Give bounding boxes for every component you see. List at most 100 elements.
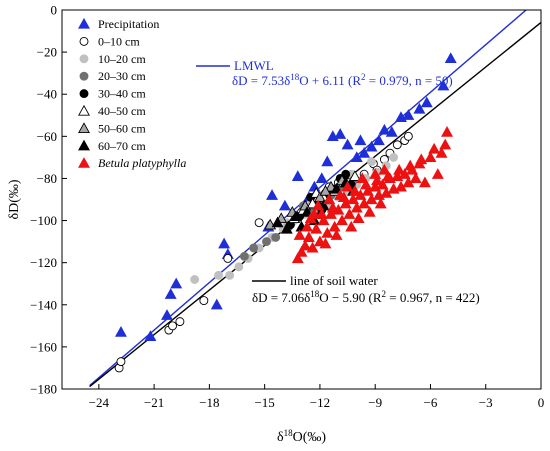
legend-label: 20–30 cm [98,69,146,83]
data-point [319,237,332,249]
legend-marker [78,139,90,151]
data-point [328,220,341,232]
data-point [313,191,326,203]
data-point [295,246,308,257]
data-point [170,277,183,289]
legend-item: 0–10 cm [79,34,140,48]
data-point [199,296,209,306]
x-tick-label: −6 [424,395,438,410]
data-point [372,134,385,146]
y-tick-label: −60 [37,129,57,144]
x-tick-label: −12 [310,395,330,410]
data-point [385,125,398,137]
annotation-equation: δD = 7.53δ18O + 6.11 (R2 = 0.979, n = 50… [232,72,453,88]
data-point [367,157,376,167]
data-point [403,131,413,141]
data-point [291,252,304,264]
data-point [168,321,177,331]
data-point [290,210,302,221]
data-point [291,170,304,181]
data-point [382,170,395,181]
data-point [164,288,177,299]
series-precipitation [114,52,457,341]
data-point [437,79,450,91]
data-point [402,109,415,120]
data-point [266,189,278,200]
data-point [190,275,200,284]
y-tick-label: −140 [30,297,57,312]
x-tick-label: −21 [144,395,164,410]
legend-marker [79,89,89,99]
data-point [341,180,354,192]
data-point [378,123,391,135]
data-point [175,317,185,327]
data-point [330,229,343,240]
data-point [210,298,223,310]
x-axis-title: δ18O(‰) [277,428,326,445]
data-point [302,231,315,243]
plot-frame [61,9,542,390]
data-point [334,189,347,200]
data-point [315,208,328,219]
legend-label: 10–20 cm [98,52,146,66]
data-point [254,218,264,228]
data-point [392,140,402,150]
data-point [310,222,323,234]
data-point [435,147,448,158]
series-betula-platyphylla [291,125,454,264]
annotation-label: line of soil water [290,273,378,288]
data-point [354,134,367,146]
annotation-label: LMWL [234,58,274,73]
legend-label: 0–10 cm [98,34,140,48]
data-point [301,206,313,217]
data-point [321,227,334,238]
data-point [293,229,306,240]
data-point [218,237,231,249]
y-tick-label: 0 [51,3,58,18]
legend-item: 10–20 cm [79,52,146,66]
data-point [144,330,157,341]
legend-label: Betula platyphylla [98,156,186,170]
legend-label: 40–50 cm [98,104,146,118]
data-point [317,214,330,226]
annotation-equation: δD = 7.06δ18O − 5.90 (R2 = 0.967, n = 42… [252,289,480,305]
data-point [356,172,369,184]
legend-label: 30–40 cm [98,87,146,101]
legend-item: 40–50 cm [78,104,146,118]
data-point [323,193,336,205]
data-point [369,168,382,179]
data-point [321,155,334,167]
legend-marker [78,157,90,168]
data-point [280,222,293,234]
legend-label: 50–60 cm [98,121,146,135]
x-tick-label: −3 [479,395,493,410]
y-tick-label: −180 [30,382,57,397]
y-tick-label: −40 [37,87,57,102]
data-point [249,243,259,253]
data-point [271,216,284,228]
data-point [306,241,319,253]
data-point [404,159,417,171]
data-point [239,251,249,261]
data-point [271,232,281,242]
data-point [308,208,321,219]
y-tick-label: −20 [37,45,57,60]
data-point [116,357,126,367]
data-point [371,174,383,186]
data-point [341,138,354,150]
data-point [393,163,406,175]
x-tick-label: −15 [254,395,274,410]
data-point [418,176,431,188]
data-point [114,326,127,337]
data-point [424,151,437,162]
legend-marker [78,104,90,116]
data-point [262,237,271,247]
legend-item: 60–70 cm [78,139,146,153]
data-point [214,270,224,280]
data-point [312,199,325,211]
data-point [223,254,233,263]
data-point [336,214,348,226]
y-tick-label: −100 [30,213,57,228]
